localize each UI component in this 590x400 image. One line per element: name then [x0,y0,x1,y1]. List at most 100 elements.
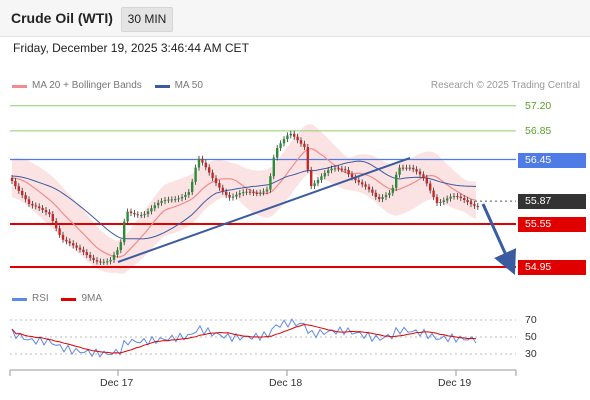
candle-body [106,261,109,263]
candle-body [225,191,228,196]
candle-body [425,177,428,184]
legend-label-rsi: RSI [32,293,49,304]
candle-body [68,241,71,244]
legend-item-ma20: MA 20 + Bollinger Bands [12,80,142,91]
candle-body [439,202,442,204]
candle-body [163,200,167,202]
candle-body [310,169,313,187]
candle-body [150,208,153,212]
candle-body [272,157,275,177]
candle-body [92,257,95,261]
candle-body [371,189,374,193]
candle-body [41,207,44,211]
candle-body [395,174,398,188]
candle-body [289,133,292,136]
candle-body [123,221,126,243]
rsi-legend: RSI 9MA [12,293,112,304]
current-price-tag: 55.87 [518,194,586,209]
candle-body [208,167,211,173]
candle-body [58,228,61,235]
bollinger-band [12,124,476,274]
rsi-9ma-line [11,323,477,354]
candle-body [221,187,224,192]
candle-body [354,177,357,181]
candle-body [82,249,85,253]
candle-body [157,202,160,206]
candle-body [435,197,439,203]
candle-body [463,198,466,201]
candle-body [24,195,27,200]
price-tag-56-45: 56.45 [518,153,586,168]
price-tag-56-85: 56.85 [525,125,552,137]
legend-swatch-ma20 [12,85,27,88]
candle-body [102,261,105,263]
candle-body [136,214,139,216]
candle-body [27,199,31,204]
candle-body [469,202,473,205]
legend-swatch-9ma [61,298,77,301]
x-axis-label-dec18: Dec 18 [269,377,303,389]
candle-body [303,143,306,147]
trendline [117,157,411,263]
candle-body [476,205,479,207]
candle-body [218,183,221,188]
candle-body [265,189,269,192]
candle-body [78,247,82,250]
candle-body [446,198,449,201]
candle-body [388,192,391,196]
candle-body [473,204,476,206]
candle-body [180,196,184,199]
legend-swatch-ma50 [154,85,170,88]
candle-body [95,260,99,262]
candle-body [160,201,163,203]
candle-body [262,191,265,193]
candle-body [422,174,425,178]
candle-body [306,146,309,170]
candle-body [456,196,459,198]
rsi-panel [10,318,516,358]
candle-body [408,167,411,169]
candle-body [184,194,187,197]
candle-body [228,195,231,198]
candle-body [153,205,156,209]
candle-body [231,196,235,198]
timeframe-button[interactable]: 30 MIN [121,7,173,32]
candle-body [452,196,456,198]
x-axis-label-dec19: Dec 19 [438,377,472,389]
candle-body [313,183,316,187]
candle-body [323,173,326,177]
candle-body [252,192,255,194]
candle-body [299,140,303,144]
candle-body [259,192,262,194]
candle-body [432,190,435,198]
candle-body [255,193,258,195]
candle-body [327,170,330,174]
candle-body [10,178,14,181]
candle-body [282,139,286,144]
candle-body [38,206,41,208]
candle-body [401,167,405,169]
research-credit: Research © 2025 Trading Central [430,80,580,91]
candle-body [398,167,401,175]
candle-body [378,196,381,200]
price-tag-55-55: 55.55 [518,217,586,232]
rsi-level-70: 70 [525,314,537,326]
legend-item-ma50: MA 50 [154,80,203,91]
candle-body [344,169,347,171]
legend-label-ma50: MA 50 [174,80,203,91]
candle-body [384,195,388,198]
price-tag-57-20: 57.20 [525,100,552,112]
candle-body [99,261,102,263]
candle-body [316,179,320,184]
candle-body [146,211,150,215]
candle-body [381,197,384,200]
candle-body [191,181,194,193]
candle-body [238,193,241,195]
candle-body [48,212,51,215]
candle-body [214,178,218,184]
candle-body [187,192,190,195]
candle-body [72,243,75,246]
candle-body [112,254,116,260]
candle-body [391,187,394,193]
